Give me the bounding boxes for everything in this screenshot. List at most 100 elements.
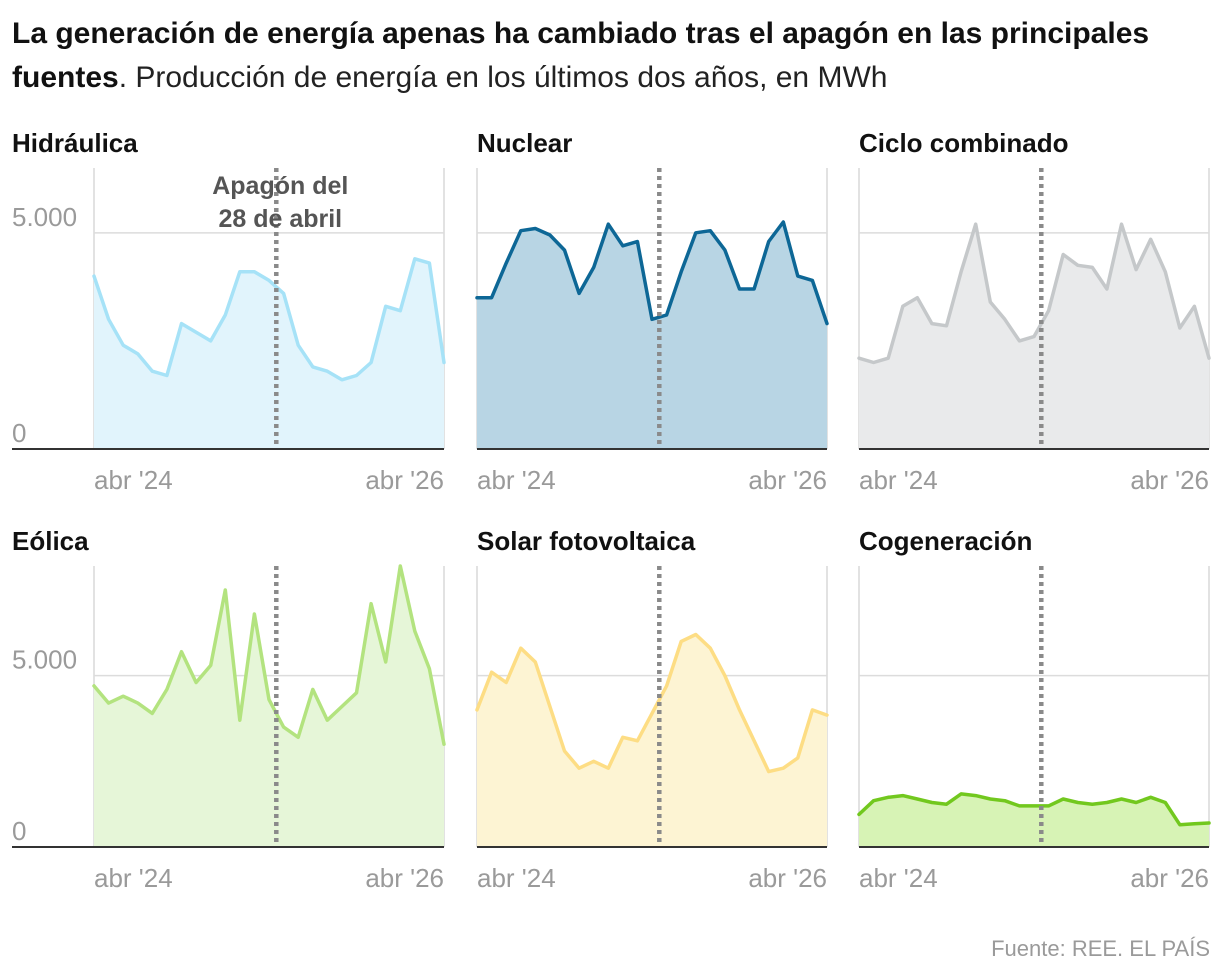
source-credit: Fuente: REE. EL PAÍS [991,936,1210,961]
data-point [1105,288,1108,291]
x-tick-label-end: abr '26 [365,863,444,893]
data-point [370,602,373,605]
data-point [1208,822,1211,825]
data-point [901,794,904,797]
data-point [796,756,799,759]
data-point [607,767,610,770]
data-point [782,767,785,770]
panel-ciclo-combinado: Ciclo combinado abr '24 abr '26 [857,128,1220,528]
data-point [563,249,566,252]
data-point [753,288,756,291]
data-point [1091,803,1094,806]
x-tick-label-end: abr '26 [1130,863,1209,893]
data-point [621,736,624,739]
headline-rest: . Producción de energía en los últimos d… [118,61,888,94]
data-point [1193,305,1196,308]
y-tick-label: 0 [12,418,26,448]
y-tick-label: 5.000 [12,202,77,232]
data-point [1178,327,1181,330]
data-point [151,370,154,373]
data-point [901,305,904,308]
data-point [282,292,285,295]
data-point [738,708,741,711]
data-point [238,719,241,722]
panel-title: Nuclear [477,128,573,158]
data-point [960,792,963,795]
data-point [370,361,373,364]
series-area [94,258,444,449]
y-tick-label: 0 [12,816,26,846]
data-point [1208,357,1211,360]
data-point [355,691,358,694]
chart-eolica: 0 5.000 abr '24 abr '26 [12,564,446,893]
data-point [665,684,668,687]
data-point [195,331,198,334]
data-point [1018,339,1021,342]
data-point [326,719,329,722]
data-point [253,613,256,616]
data-point [945,324,948,327]
data-point [151,712,154,715]
data-point [872,799,875,802]
data-point [1120,798,1123,801]
x-tick-label-start: abr '24 [859,465,938,495]
x-tick-label-start: abr '24 [94,465,173,495]
data-point [1105,801,1108,804]
data-point [413,630,416,633]
series-line [475,632,829,774]
panel-nuclear: Nuclear abr '24 abr '26 [475,128,847,528]
data-point [1164,801,1167,804]
data-point [326,370,329,373]
data-point [136,702,139,705]
series-line [92,564,446,746]
headline: La generación de energía apenas ha cambi… [12,12,1202,100]
data-point [1149,796,1152,799]
data-point [709,229,712,232]
data-point [811,708,814,711]
data-point [413,257,416,260]
data-point [592,266,595,269]
data-point [534,227,537,230]
data-point [268,279,271,282]
data-point [165,374,168,377]
data-point [974,794,977,797]
data-point [1033,804,1036,807]
data-point [253,270,256,273]
series-area [859,793,1209,847]
panel-title: Cogeneración [859,526,1033,556]
data-point [1149,238,1152,241]
data-point [607,223,610,226]
data-point [811,279,814,282]
data-point [1135,268,1138,271]
series-area [477,222,827,449]
data-point [621,244,624,247]
data-point [476,708,479,711]
series-line [857,222,1211,365]
data-point [443,743,446,746]
x-tick-label-end: abr '26 [365,465,444,495]
data-point [960,270,963,273]
data-point [355,374,358,377]
data-point [945,803,948,806]
data-point [1120,223,1123,226]
blackout-label-line1: Apagón del [212,172,348,200]
data-point [651,712,654,715]
data-point [636,240,639,243]
data-point [384,305,387,308]
data-point [490,296,493,299]
data-point [1047,804,1050,807]
data-point [767,770,770,773]
series-area [477,634,827,847]
data-point [636,739,639,742]
series-line [92,257,446,382]
data-point [930,801,933,804]
headline-bold: La generación de energía apenas ha cambi… [12,17,1150,94]
data-point [930,322,933,325]
data-point [680,640,683,643]
data-point [916,798,919,801]
data-point [209,339,212,342]
data-point [505,681,508,684]
series-area [94,566,444,847]
data-point [476,296,479,299]
data-point [989,798,992,801]
